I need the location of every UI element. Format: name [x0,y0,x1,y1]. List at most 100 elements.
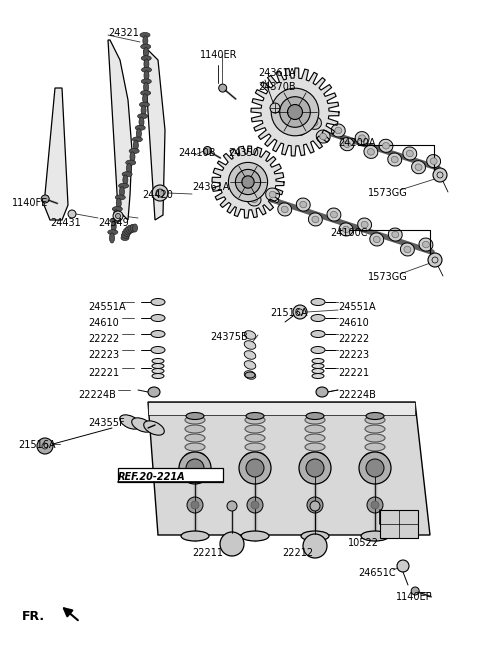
Text: 22224B: 22224B [338,390,376,400]
Ellipse shape [244,371,256,379]
Ellipse shape [122,231,130,236]
Ellipse shape [422,241,430,248]
Ellipse shape [312,369,324,373]
Ellipse shape [148,387,160,397]
Text: 24651C: 24651C [358,568,396,578]
Text: 24361A: 24361A [258,68,295,78]
Text: 22211: 22211 [192,548,223,558]
Ellipse shape [430,158,437,164]
Ellipse shape [312,216,319,223]
Circle shape [191,501,199,509]
Ellipse shape [373,236,380,243]
Circle shape [41,195,49,203]
Circle shape [187,497,203,513]
Ellipse shape [316,387,328,397]
Text: REF.20-221A: REF.20-221A [118,472,186,482]
Ellipse shape [152,369,164,373]
Ellipse shape [128,225,133,233]
Circle shape [288,105,302,119]
Text: 24375B: 24375B [210,332,248,342]
Circle shape [433,168,447,182]
Circle shape [359,452,391,484]
Circle shape [299,452,331,484]
Ellipse shape [244,331,256,339]
Circle shape [220,532,244,556]
Ellipse shape [116,198,121,208]
Circle shape [271,88,319,136]
Ellipse shape [120,187,124,196]
Ellipse shape [113,210,119,220]
Ellipse shape [296,198,310,211]
Circle shape [247,497,263,513]
Text: 24321: 24321 [108,28,139,38]
Ellipse shape [129,149,139,153]
Text: 24349: 24349 [98,218,129,228]
Ellipse shape [311,299,325,305]
Ellipse shape [152,373,164,379]
Circle shape [310,501,320,511]
Ellipse shape [335,127,342,134]
Ellipse shape [311,331,325,337]
Ellipse shape [130,152,135,162]
Ellipse shape [361,531,389,541]
Ellipse shape [139,117,144,127]
Circle shape [306,459,324,477]
Ellipse shape [331,124,345,137]
Ellipse shape [312,373,324,379]
Ellipse shape [136,128,142,139]
Ellipse shape [407,150,413,157]
Ellipse shape [144,59,149,69]
Polygon shape [212,146,284,218]
Ellipse shape [141,56,151,61]
Ellipse shape [111,221,116,231]
Ellipse shape [308,116,322,129]
Circle shape [113,211,123,221]
Ellipse shape [320,133,327,140]
Ellipse shape [186,413,204,419]
Ellipse shape [241,531,269,541]
Text: 24431: 24431 [50,218,81,228]
Circle shape [242,176,254,188]
Circle shape [239,452,271,484]
Ellipse shape [383,143,389,149]
Ellipse shape [343,226,349,233]
Ellipse shape [132,224,137,232]
Ellipse shape [152,358,164,364]
Ellipse shape [364,145,378,159]
Circle shape [366,459,384,477]
Ellipse shape [185,443,205,451]
Ellipse shape [244,350,256,360]
Polygon shape [251,68,339,156]
Ellipse shape [126,163,132,174]
Ellipse shape [311,119,318,126]
Text: FR.: FR. [22,610,45,623]
Ellipse shape [130,224,135,232]
Circle shape [397,560,409,572]
Ellipse shape [269,191,276,198]
Ellipse shape [278,203,292,216]
Ellipse shape [251,196,258,202]
Ellipse shape [301,531,329,541]
Ellipse shape [141,79,151,84]
Text: 1140FE: 1140FE [12,198,48,208]
Text: 24551A: 24551A [338,302,376,312]
Circle shape [37,438,53,454]
Text: 22224B: 22224B [78,390,116,400]
Ellipse shape [312,364,324,369]
Ellipse shape [365,443,385,451]
Ellipse shape [143,36,148,46]
Ellipse shape [144,47,148,58]
Circle shape [228,162,268,202]
Text: 24410B: 24410B [178,148,216,158]
Text: 21516A: 21516A [18,440,56,450]
Bar [118,468,223,482]
Circle shape [367,497,383,513]
Ellipse shape [151,331,165,337]
Ellipse shape [366,413,384,419]
Circle shape [280,97,310,127]
Circle shape [411,587,419,595]
Text: 24361A: 24361A [192,182,229,192]
Text: 22223: 22223 [88,350,119,360]
Ellipse shape [245,434,265,442]
Ellipse shape [246,413,264,419]
